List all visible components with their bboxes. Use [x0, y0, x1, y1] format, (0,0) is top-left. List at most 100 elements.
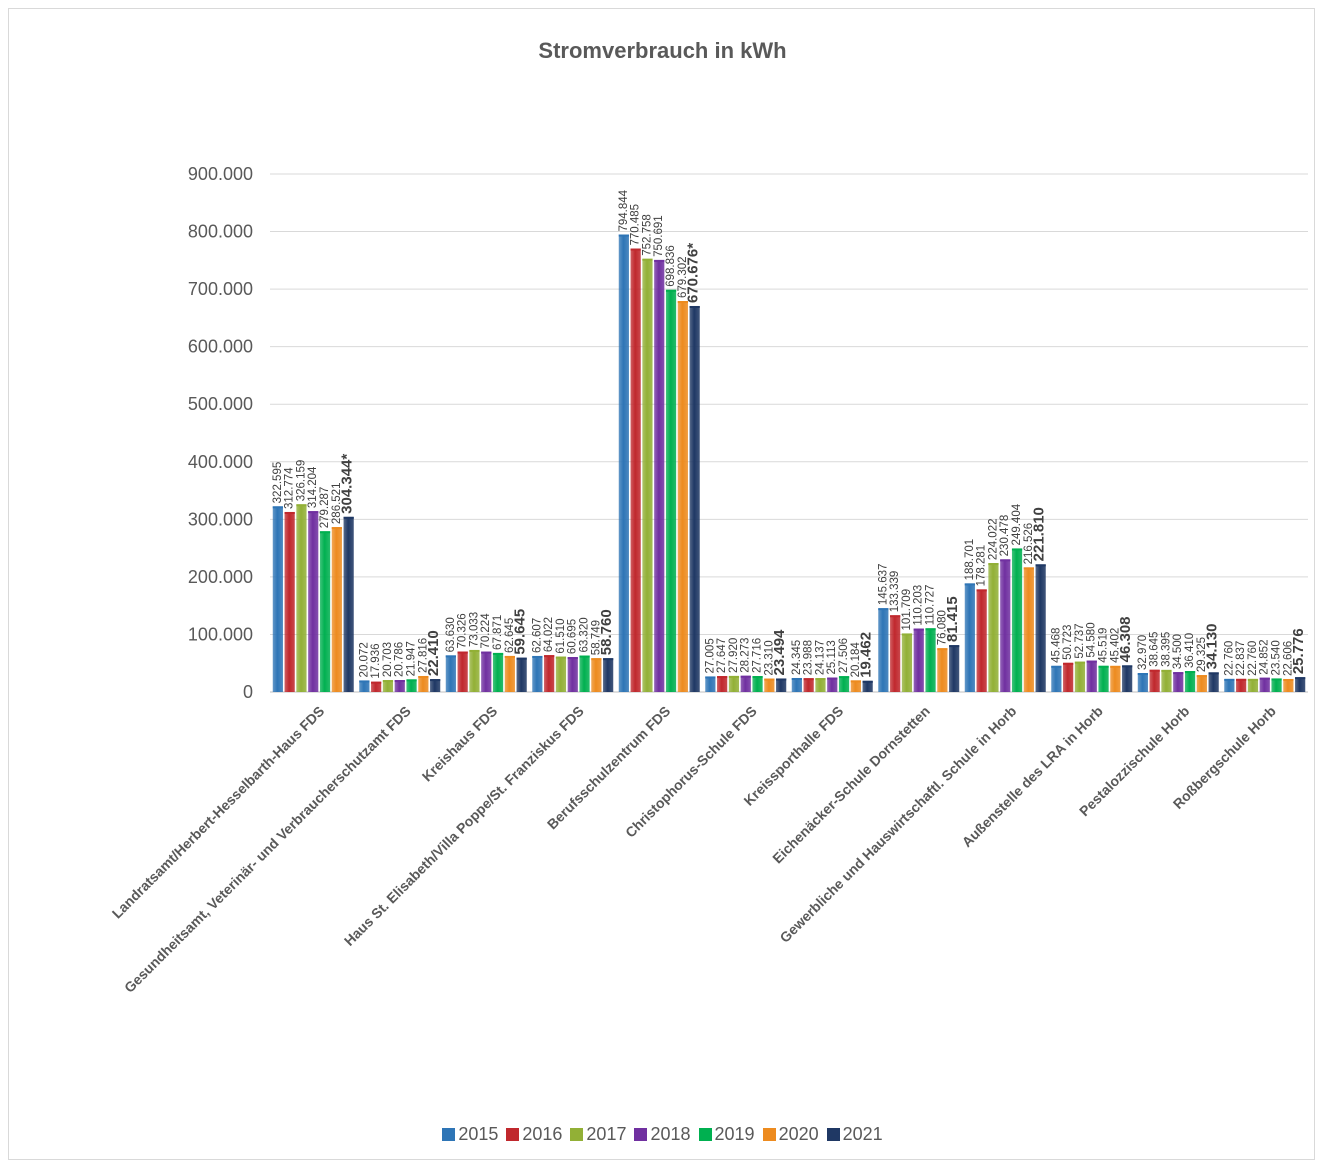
bar-top	[1110, 665, 1121, 668]
legend-swatch	[442, 1128, 456, 1141]
data-label: 110.727	[925, 585, 937, 626]
y-tick-label: 400.000	[188, 452, 253, 472]
data-label: 20.072	[358, 642, 370, 677]
data-label: 23.988	[803, 640, 815, 675]
data-label: 322.595	[272, 462, 284, 504]
data-label: 224.022	[987, 518, 999, 560]
bar	[394, 680, 405, 692]
data-label: 133.339	[889, 571, 901, 613]
bar-top	[1247, 678, 1259, 681]
data-label: 21.947	[406, 641, 418, 676]
bar	[630, 248, 641, 692]
bar-top	[532, 655, 543, 658]
bar-top	[1295, 677, 1306, 680]
bar	[1098, 665, 1109, 692]
x-category-label: Kreishaus FDS	[419, 703, 501, 785]
bar-top	[728, 675, 740, 678]
data-label: 752.758	[641, 214, 653, 256]
bar-top	[1184, 671, 1196, 674]
bar-top	[717, 676, 728, 679]
bar-top	[544, 655, 555, 658]
bar	[1000, 559, 1011, 692]
data-label: 24.345	[791, 640, 803, 675]
data-label: 216.526	[1023, 523, 1035, 565]
legend-label: 2021	[842, 1124, 883, 1144]
data-label: 27.506	[838, 638, 850, 673]
legend-swatch	[506, 1128, 520, 1141]
bar	[850, 680, 861, 692]
bar-top	[1098, 665, 1109, 668]
data-label: 27.005	[704, 638, 716, 673]
bar-top	[937, 648, 948, 651]
bar-top	[665, 289, 677, 292]
data-label: 19.462	[858, 632, 875, 678]
bar	[544, 655, 555, 692]
bar-top	[319, 531, 331, 534]
bar-top	[492, 652, 504, 655]
bar-top	[1149, 669, 1160, 672]
data-label: 70.224	[480, 613, 492, 649]
bar-top	[371, 681, 382, 684]
bar-top	[1236, 678, 1247, 681]
bar	[815, 678, 826, 692]
bar	[1110, 665, 1121, 692]
bar	[343, 516, 354, 692]
bar	[618, 234, 629, 692]
bar	[913, 628, 924, 692]
bar	[689, 305, 700, 692]
bar-top	[1137, 673, 1148, 676]
bar-top	[1063, 662, 1074, 665]
bar	[642, 258, 653, 692]
data-label: 679.302	[677, 256, 689, 298]
bar	[1011, 548, 1023, 692]
bar-top	[1173, 672, 1184, 675]
data-label: 188.701	[964, 539, 976, 581]
data-label: 22.760	[1247, 641, 1259, 676]
bar-top	[964, 583, 975, 586]
data-label: 63.630	[445, 617, 457, 652]
bar-top	[642, 258, 653, 261]
bar-top	[457, 651, 468, 654]
bar	[406, 679, 417, 692]
bar	[555, 656, 567, 692]
bar	[591, 658, 602, 692]
data-label: 62.607	[531, 618, 543, 653]
bar	[1137, 673, 1148, 692]
bar	[1208, 672, 1219, 692]
data-label: 34.500	[1172, 634, 1184, 669]
bar-top	[705, 676, 716, 679]
bar-top	[630, 248, 641, 251]
data-label: 22.410	[425, 630, 442, 676]
data-label: 63.320	[579, 617, 591, 652]
bar	[371, 681, 382, 692]
bar-top	[555, 656, 567, 659]
legend-label: 2019	[714, 1124, 755, 1144]
data-label: 46.308	[1117, 616, 1134, 662]
bar-top	[343, 516, 354, 519]
bar-top	[1271, 678, 1282, 681]
legend-item: 2016	[506, 1124, 562, 1145]
bar-top	[776, 678, 787, 681]
data-label: 286.521	[331, 483, 343, 525]
data-label: 24.137	[814, 640, 826, 675]
bar-top	[284, 511, 295, 514]
bar	[1051, 665, 1062, 692]
bar	[1074, 661, 1086, 692]
chart-title: Stromverbrauch in kWh	[538, 38, 787, 63]
bar	[1023, 567, 1034, 692]
bar	[1224, 678, 1235, 692]
bar-top	[1023, 567, 1034, 570]
bar	[776, 678, 787, 692]
bar-top	[331, 527, 342, 530]
data-label: 29.325	[1196, 637, 1208, 672]
data-label: 794.844	[618, 189, 630, 231]
data-label: 326.159	[295, 460, 307, 502]
legend-item: 2015	[442, 1124, 498, 1145]
legend-item: 2017	[570, 1124, 626, 1145]
bar-top	[1000, 559, 1011, 562]
bar-top	[1259, 677, 1270, 680]
data-label: 58.749	[590, 620, 602, 655]
y-tick-label: 600.000	[188, 337, 253, 357]
data-label: 22.837	[1235, 641, 1247, 676]
bar	[976, 589, 987, 692]
